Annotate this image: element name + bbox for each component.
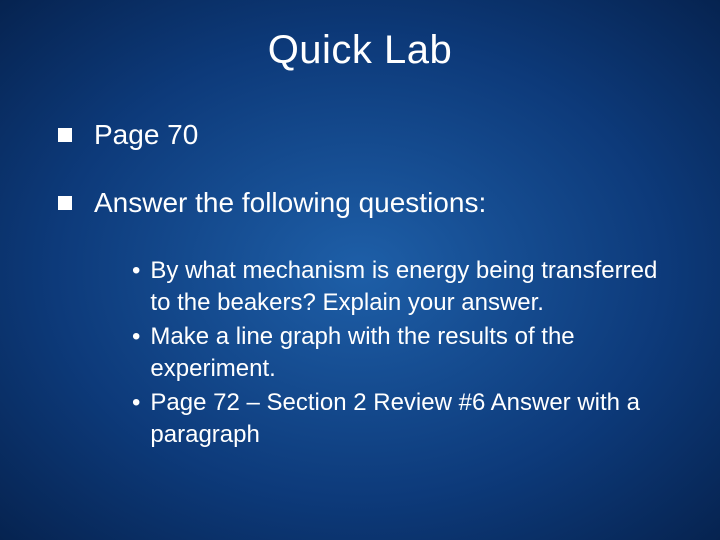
dot-bullet-icon: • [132,387,140,419]
sub-bullet-item: • Make a line graph with the results of … [132,321,680,385]
bullet-text: Page 70 [94,119,198,151]
slide-title: Quick Lab [40,28,680,73]
sub-bullet-item: • By what mechanism is energy being tran… [132,255,680,319]
bullet-text: Answer the following questions: [94,187,486,219]
sub-bullet-text: By what mechanism is energy being transf… [150,255,680,319]
square-bullet-icon [58,196,72,210]
sub-bullet-text: Page 72 – Section 2 Review #6 Answer wit… [150,387,680,451]
bullet-item: Page 70 [58,119,680,151]
dot-bullet-icon: • [132,255,140,287]
sub-bullet-text: Make a line graph with the results of th… [150,321,680,385]
slide: Quick Lab Page 70 Answer the following q… [0,0,720,540]
sub-bullet-item: • Page 72 – Section 2 Review #6 Answer w… [132,387,680,451]
dot-bullet-icon: • [132,321,140,353]
square-bullet-icon [58,128,72,142]
bullet-item: Answer the following questions: [58,187,680,219]
sub-bullet-list: • By what mechanism is energy being tran… [132,255,680,451]
